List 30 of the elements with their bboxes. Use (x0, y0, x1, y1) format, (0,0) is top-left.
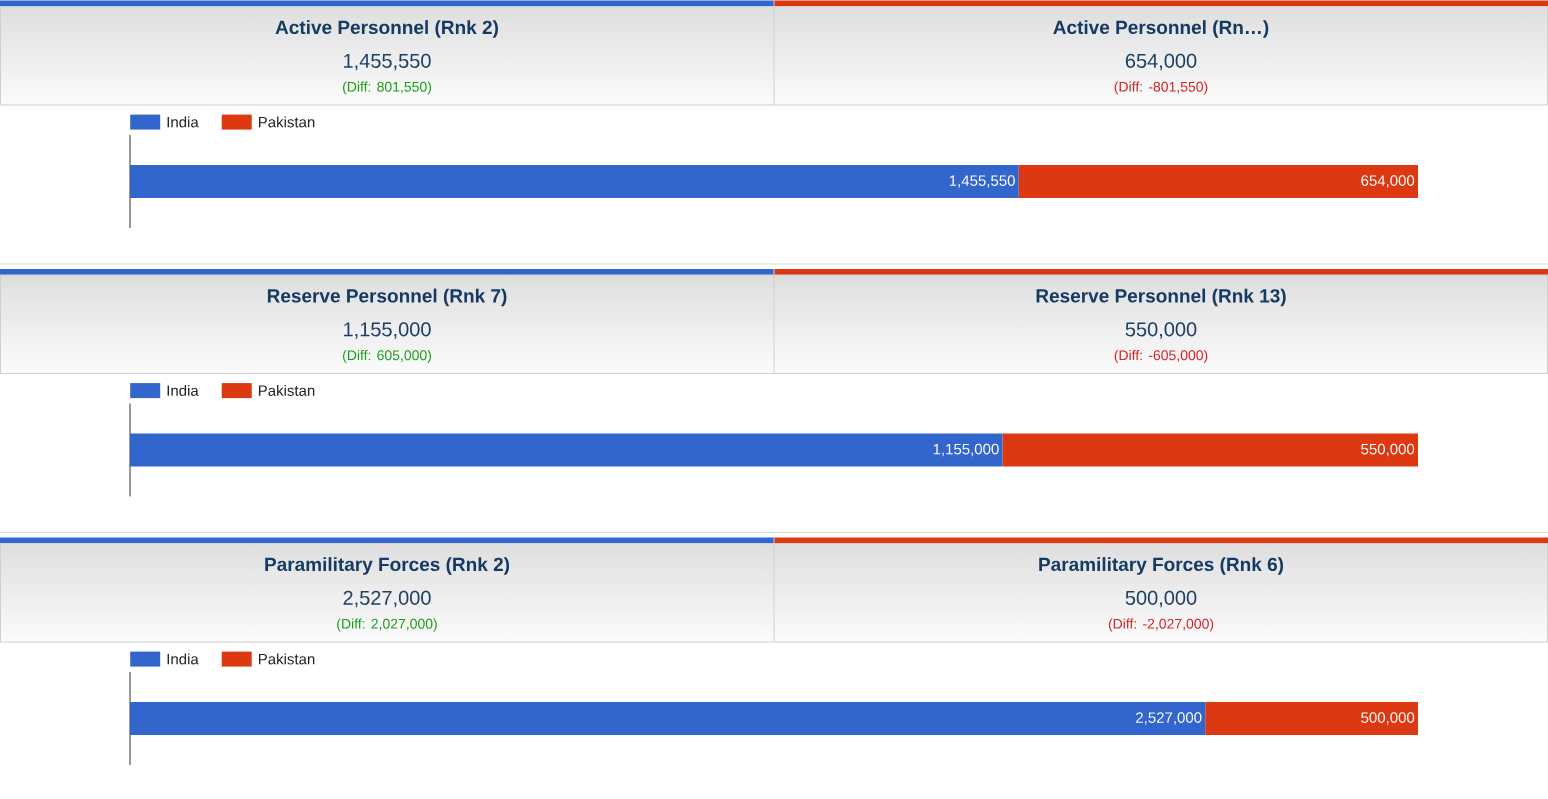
text: (Diff: -605,000) (1114, 349, 1208, 364)
text: (Diff: -801,550) (1114, 81, 1208, 95)
data-label: 1,155,000 (933, 443, 999, 457)
text: (Diff: 801,550) (342, 81, 431, 95)
legend-label: India (167, 653, 199, 665)
data-label: 550,000 (1361, 443, 1415, 457)
text: 550,000 (1125, 322, 1197, 339)
text: Reserve Personnel (Rnk 7) (267, 288, 507, 307)
data-label: 1,455,550 (949, 175, 1015, 188)
text: 500,000 (1125, 590, 1197, 608)
text: 1,455,550 (344, 53, 431, 71)
text: (Diff: 2,027,000) (337, 618, 437, 632)
text: Reserve Personnel (Rnk 13) (1036, 288, 1286, 307)
text: 1,155,000 (344, 322, 431, 339)
data-label: 654,000 (1361, 175, 1415, 188)
text: 2,527,000 (343, 590, 431, 608)
legend-label: India (167, 116, 199, 128)
legend-label: Pakistan (258, 384, 315, 396)
text: Paramilitary Forces (Rnk 6) (1039, 557, 1284, 575)
text: Active Personnel (Rnk 2) (275, 20, 498, 38)
text: 654,000 (1125, 53, 1197, 71)
legend-label: India (167, 384, 199, 396)
data-label: 500,000 (1361, 712, 1415, 725)
text: (Diff: -2,027,000) (1108, 618, 1214, 632)
text: (Diff: 605,000) (342, 349, 431, 364)
legend-label: Pakistan (258, 653, 315, 665)
legend-label: Pakistan (258, 116, 315, 128)
text: Active Personnel (Rn…) (1053, 20, 1269, 38)
text: Paramilitary Forces (Rnk 2) (265, 557, 510, 575)
data-label: 2,527,000 (1136, 712, 1202, 725)
